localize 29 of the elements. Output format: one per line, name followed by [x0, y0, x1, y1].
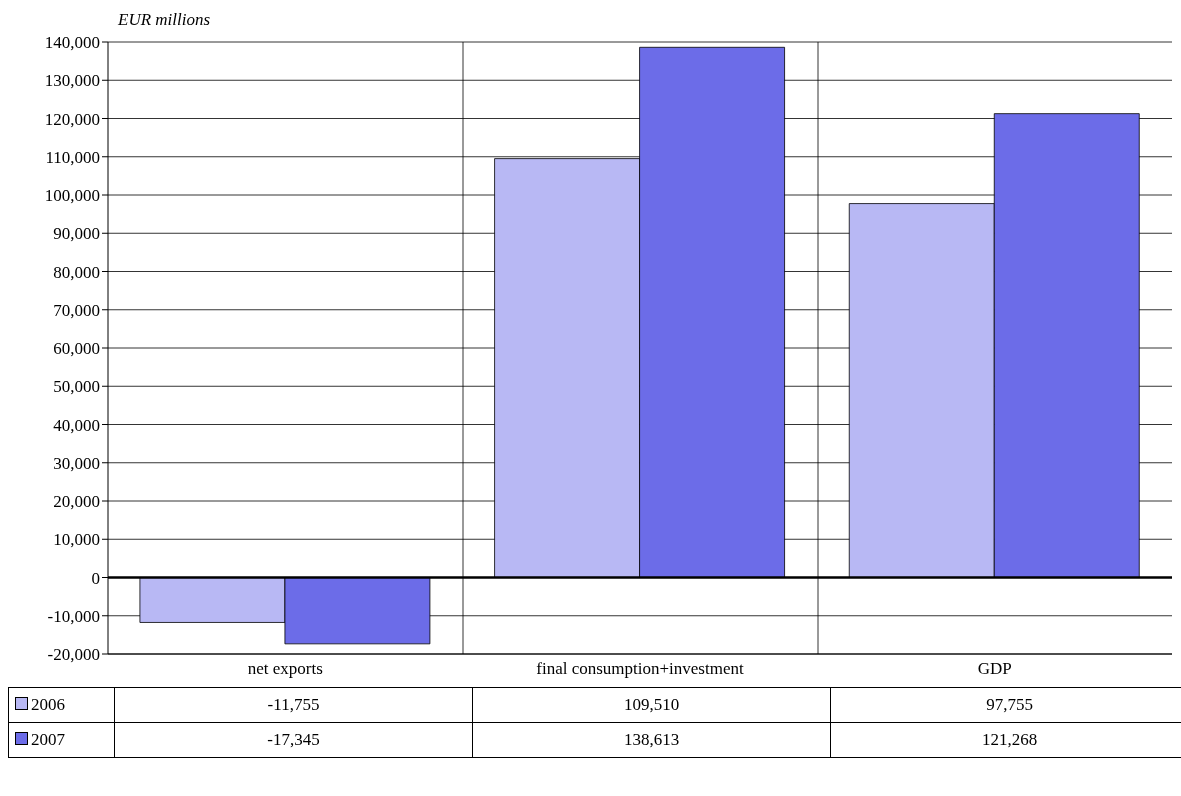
y-tick-label: 100,000 [44, 186, 100, 206]
legend-label: 2006 [8, 687, 115, 723]
y-tick-label: 120,000 [44, 109, 100, 129]
y-tick-label: 30,000 [53, 453, 100, 473]
y-tick-label: 40,000 [53, 415, 100, 435]
y-tick-label: -10,000 [47, 606, 100, 626]
data-label: 97,755 [830, 687, 1181, 723]
y-tick-label: 140,000 [44, 33, 100, 53]
y-tick-label: 90,000 [53, 224, 100, 244]
x-tick-label: final consumption+investment [536, 659, 744, 679]
data-label: 109,510 [472, 687, 831, 723]
y-tick-label: 10,000 [53, 530, 100, 550]
y-tick-label: 60,000 [53, 339, 100, 359]
legend-label: 2007 [8, 722, 115, 758]
data-label: 121,268 [830, 722, 1181, 758]
y-tick-label: 50,000 [53, 377, 100, 397]
y-tick-label: 70,000 [53, 300, 100, 320]
y-tick-label: 130,000 [44, 71, 100, 91]
y-tick-label: 20,000 [53, 492, 100, 512]
y-tick-label: -20,000 [47, 645, 100, 665]
y-axis-title: EUR millions [118, 10, 211, 30]
data-label: 138,613 [472, 722, 831, 758]
x-tick-label: GDP [977, 659, 1012, 679]
y-tick-label: 80,000 [53, 262, 100, 282]
data-label: -17,345 [114, 722, 473, 758]
x-tick-label: net exports [247, 659, 323, 679]
data-label: -11,755 [114, 687, 473, 723]
y-tick-label: 110,000 [45, 147, 100, 167]
y-tick-label: 0 [91, 568, 100, 588]
